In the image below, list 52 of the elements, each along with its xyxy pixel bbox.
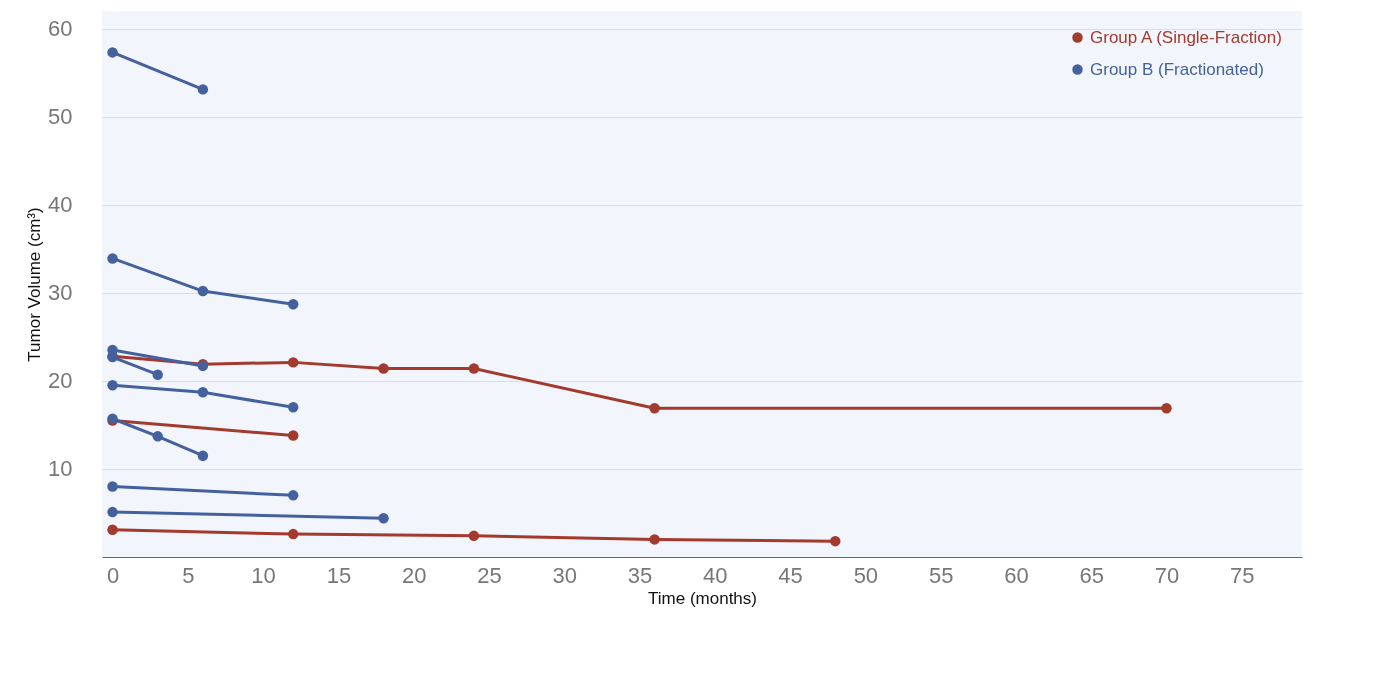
x-tick-label: 35: [627, 562, 653, 588]
point: [287, 528, 299, 540]
x-tick-label: 25: [477, 562, 502, 588]
point: [287, 357, 299, 368]
point: [197, 450, 209, 461]
point: [287, 299, 299, 310]
point: [287, 490, 299, 501]
x-tick-label: 60: [1004, 562, 1029, 588]
point: [830, 535, 841, 547]
x-tick-label: 75: [1230, 562, 1255, 588]
point: [107, 47, 118, 58]
x-tick-label: 0: [106, 562, 120, 588]
point: [378, 513, 389, 524]
point: [107, 380, 118, 391]
x-tick-label: 30: [552, 562, 577, 588]
y-tick-label: 60: [48, 16, 73, 42]
x-tick-label: 15: [326, 562, 352, 588]
y-tick-label: 30: [48, 280, 73, 306]
y-axis-title: Tumor Volume (cm³): [25, 207, 45, 362]
point: [197, 387, 209, 398]
point: [152, 431, 163, 442]
point: [287, 430, 299, 441]
point: [197, 285, 209, 297]
point: [107, 506, 118, 518]
legend-label: Group B (Fractionated): [1090, 59, 1264, 79]
point: [107, 481, 118, 492]
x-tick-label: 45: [778, 562, 803, 588]
point: [107, 524, 118, 535]
x-tick-label: 65: [1079, 562, 1104, 588]
point: [1161, 402, 1172, 414]
y-tick-label: 50: [48, 104, 73, 130]
x-tick-label: 10: [251, 562, 276, 588]
y-tick-label: 10: [48, 456, 73, 482]
point: [287, 402, 299, 413]
x-tick-label: 55: [928, 562, 954, 588]
point: [649, 534, 660, 545]
legend-label: Group A (Single-Fraction): [1090, 27, 1282, 47]
point: [468, 363, 480, 374]
point: [649, 402, 660, 414]
x-tick-label: 50: [853, 562, 879, 588]
x-tick-label: 20: [401, 562, 427, 588]
y-tick-label: 40: [48, 192, 73, 218]
point: [197, 84, 209, 95]
x-tick-label: 5: [182, 562, 195, 588]
point: [107, 253, 118, 264]
x-axis-title: Time (months): [648, 588, 757, 608]
point: [378, 363, 389, 374]
x-tick-label: 70: [1154, 562, 1180, 588]
x-tick-label: 40: [703, 562, 728, 588]
y-tick-label: 20: [48, 368, 73, 394]
point: [468, 530, 480, 542]
point: [152, 369, 163, 380]
